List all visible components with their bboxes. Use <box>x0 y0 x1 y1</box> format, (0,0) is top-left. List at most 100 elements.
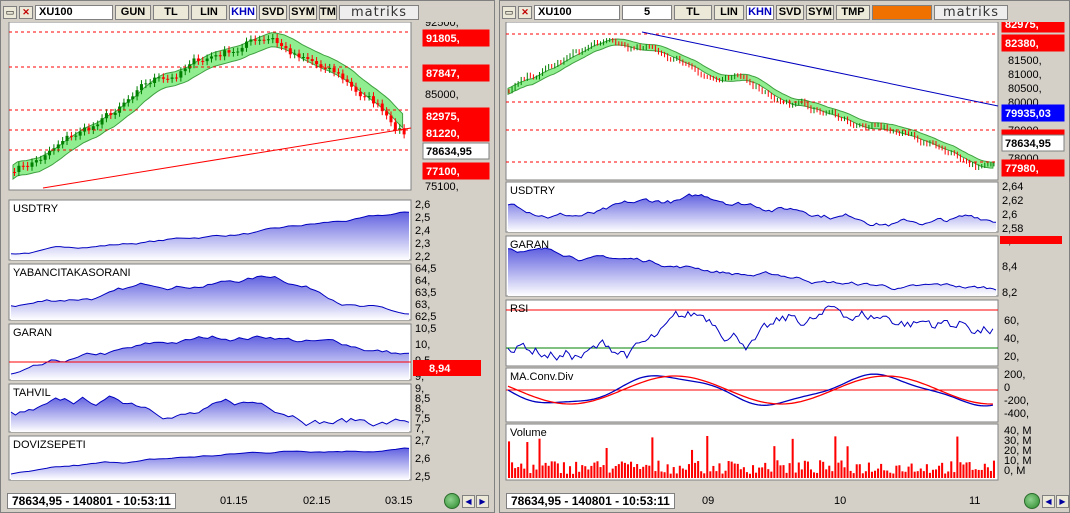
toolbar-button-tmp[interactable]: TMP <box>836 5 870 20</box>
volume-bar <box>639 469 642 478</box>
alert-bar <box>872 5 932 20</box>
scroll-left-icon[interactable]: ◀ <box>462 495 475 508</box>
period-field[interactable]: 5 <box>622 5 672 20</box>
indicator-area <box>11 396 409 432</box>
axis-tick-label: 8,5 <box>415 393 430 405</box>
left-chart-area[interactable]: 92500, 85000, 75100, 91805, 87847, 82975, 8122… <box>3 22 494 484</box>
volume-bar <box>544 462 547 478</box>
candle-body <box>297 53 301 58</box>
volume-bar <box>974 469 977 478</box>
volume-bar <box>660 471 663 478</box>
volume-bar <box>852 473 855 478</box>
volume-bar <box>758 467 761 478</box>
toolbar-button-lin[interactable]: LIN <box>191 5 227 20</box>
candle-body <box>91 126 95 131</box>
volume-bar <box>828 465 831 478</box>
toolbar-button-svd[interactable]: SVD <box>776 5 804 20</box>
volume-bar <box>794 472 797 478</box>
volume-bar <box>992 460 995 478</box>
axis-tick-label: 10,5 <box>415 323 436 335</box>
volume-bar <box>941 462 944 478</box>
price-tag <box>1001 159 1065 177</box>
volume-bar <box>541 465 544 478</box>
toolbar-button-gun[interactable]: GUN <box>115 5 151 20</box>
volume-bar <box>553 461 556 478</box>
price-tag-label: 82975, <box>1005 22 1039 31</box>
candle-body <box>188 64 192 69</box>
candle-body <box>109 113 113 115</box>
volume-bar <box>861 473 864 478</box>
date-label: 02.15 <box>303 495 331 507</box>
toolbar-button-tl[interactable]: TL <box>153 5 189 20</box>
toolbar-button-tmp[interactable]: TMP <box>319 5 337 20</box>
volume-bar <box>837 462 840 478</box>
volume-bar <box>822 461 825 478</box>
volume-bar <box>648 465 651 478</box>
price-tag <box>1000 236 1062 244</box>
axis-tick-label: 60, <box>1004 315 1019 327</box>
right-chart-area[interactable]: 81500,81000,80500,80000,79500,79000,7850… <box>502 22 1069 484</box>
candle-body <box>354 86 358 92</box>
axis-tick-label: 63,5 <box>415 287 436 299</box>
volume-bar <box>666 464 669 478</box>
volume-bar <box>831 471 834 478</box>
scroll-right-icon[interactable]: ▶ <box>1056 495 1069 508</box>
toolbar-button-sym[interactable]: SYM <box>806 5 834 20</box>
volume-bar <box>877 468 880 478</box>
candle-body <box>328 67 332 69</box>
volume-bar <box>578 471 581 478</box>
candle-body <box>83 127 87 132</box>
axis-tick-label: 85000, <box>425 89 459 101</box>
left-statusbar: 78634,95 - 140801 - 10:53:11 01.15 02.15… <box>7 492 490 510</box>
candle-body <box>174 77 178 79</box>
volume-bar <box>514 468 517 478</box>
axis-tick-label: 75100, <box>425 181 459 193</box>
axis-tick-label: 0 <box>1004 382 1010 394</box>
volume-bar <box>687 464 690 478</box>
volume-bar <box>950 461 953 478</box>
price-tag-label: 81220, <box>426 128 460 140</box>
volume-bar <box>706 436 709 478</box>
volume-bar <box>620 461 623 478</box>
symbol-field[interactable]: XU100 <box>534 5 620 20</box>
candle-body <box>69 135 73 137</box>
close-icon[interactable]: ✕ <box>19 6 33 19</box>
price-tag <box>422 142 490 160</box>
scroll-left-icon[interactable]: ◀ <box>1042 495 1055 508</box>
toolbar-button-svd[interactable]: SVD <box>259 5 287 20</box>
toolbar-button-khn[interactable]: KHN <box>746 5 774 20</box>
refresh-icon[interactable] <box>444 493 460 509</box>
chart-menu-icon[interactable]: ▭ <box>502 6 516 19</box>
panel-label: TAHVIL <box>13 387 51 399</box>
volume-bar <box>645 464 648 478</box>
toolbar-button-lin[interactable]: LIN <box>714 5 744 20</box>
price-tag <box>422 162 490 180</box>
macd-line <box>507 373 994 407</box>
candle-body <box>393 122 397 130</box>
candle-body <box>135 90 139 97</box>
right-chart-window: ▭ ✕ XU100 5 TL LIN KHN SVD SYM TMP matri… <box>499 0 1070 513</box>
symbol-field[interactable]: XU100 <box>35 5 113 20</box>
indicator-line <box>10 447 410 475</box>
volume-bar <box>953 472 956 478</box>
axis-tick-label: 2,5 <box>415 471 430 483</box>
toolbar-button-khn[interactable]: KHN <box>229 5 257 20</box>
date-label: 10 <box>834 495 847 507</box>
volume-bar <box>803 460 806 478</box>
volume-bar <box>785 472 788 478</box>
candle-body <box>367 96 371 98</box>
scroll-right-icon[interactable]: ▶ <box>476 495 489 508</box>
volume-bar <box>697 461 700 478</box>
volume-bar <box>965 462 968 478</box>
indicator-area <box>11 212 409 260</box>
volume-bar <box>779 465 782 478</box>
price-tag-label: 87847, <box>426 68 460 80</box>
rsi-line <box>507 305 994 361</box>
close-icon[interactable]: ✕ <box>518 6 532 19</box>
volume-bar <box>508 441 511 478</box>
refresh-icon[interactable] <box>1024 493 1040 509</box>
toolbar-button-sym[interactable]: SYM <box>289 5 317 20</box>
chart-menu-icon[interactable]: ▭ <box>3 6 17 19</box>
toolbar-button-tl[interactable]: TL <box>674 5 712 20</box>
volume-bar <box>855 464 858 478</box>
